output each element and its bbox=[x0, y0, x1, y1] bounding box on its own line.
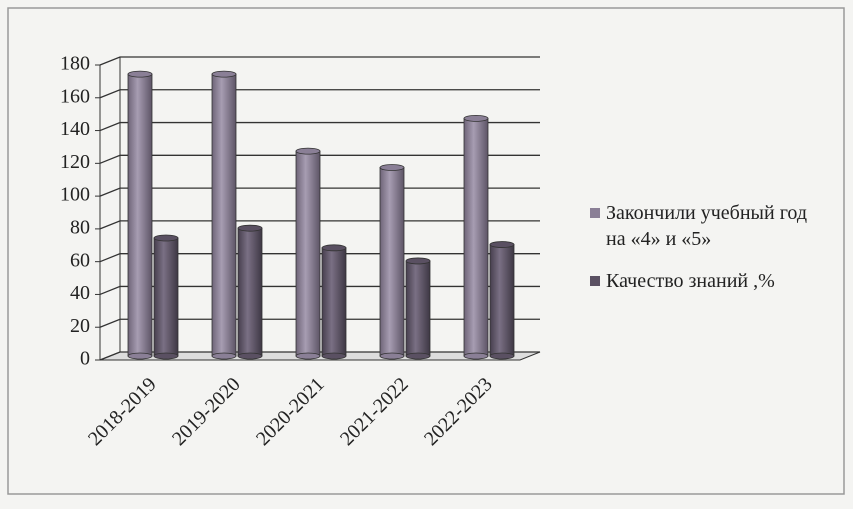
y-tick-label: 100 bbox=[60, 184, 90, 206]
bar bbox=[321, 247, 347, 357]
y-tick-label: 60 bbox=[70, 249, 90, 271]
x-tick-label: 2021-2022 bbox=[336, 373, 413, 450]
bar-base bbox=[379, 352, 405, 360]
legend-item: Качество знаний ,% bbox=[590, 268, 830, 294]
grid-line bbox=[99, 56, 540, 66]
y-tick-label: 180 bbox=[60, 53, 90, 75]
bar-base bbox=[321, 352, 347, 360]
y-tick-label: 0 bbox=[80, 348, 90, 370]
bar bbox=[463, 117, 489, 357]
bar-cap bbox=[463, 114, 489, 122]
x-tick-label: 2018-2019 bbox=[84, 373, 161, 450]
y-tick-label: 140 bbox=[60, 118, 90, 140]
bar-base bbox=[237, 352, 263, 360]
legend-item: Закончили учебный год на «4» и «5» bbox=[590, 200, 830, 252]
bar-base bbox=[405, 352, 431, 360]
bar bbox=[405, 260, 431, 357]
y-tick-label: 40 bbox=[70, 282, 90, 304]
bar bbox=[127, 73, 153, 357]
bar bbox=[237, 227, 263, 357]
bar-cap bbox=[321, 244, 347, 252]
bar-cap bbox=[489, 241, 515, 248]
bar-cap bbox=[379, 164, 405, 171]
bar-base bbox=[463, 352, 489, 360]
bar-base bbox=[211, 352, 237, 360]
grid-line bbox=[99, 89, 540, 99]
legend-swatch bbox=[590, 208, 600, 218]
legend-label: Закончили учебный год на «4» и «5» bbox=[606, 202, 808, 250]
y-tick-label: 160 bbox=[60, 85, 90, 107]
bar-cap bbox=[127, 70, 153, 78]
legend-label: Качество знаний ,% bbox=[606, 270, 775, 292]
y-tick-label: 20 bbox=[70, 315, 90, 337]
x-tick-label: 2022-2023 bbox=[420, 373, 497, 450]
bar-base bbox=[295, 352, 321, 360]
bar-base bbox=[489, 352, 515, 360]
grid-line bbox=[99, 121, 540, 132]
bar-cap bbox=[237, 224, 263, 232]
bar bbox=[153, 237, 179, 357]
bar bbox=[489, 244, 515, 357]
bar-cap bbox=[211, 70, 237, 78]
x-tick-label: 2020-2021 bbox=[252, 373, 329, 450]
legend: Закончили учебный год на «4» и «5» Качест… bbox=[590, 200, 830, 310]
bar-cap bbox=[295, 147, 321, 155]
bar bbox=[295, 150, 321, 357]
chart-frame bbox=[7, 7, 845, 495]
bar-base bbox=[153, 352, 179, 360]
bar-cap bbox=[153, 234, 179, 242]
legend-swatch bbox=[590, 276, 600, 286]
x-tick-label: 2019-2020 bbox=[168, 373, 245, 450]
y-tick-label: 80 bbox=[70, 216, 90, 238]
bar bbox=[211, 73, 237, 357]
bar bbox=[379, 167, 405, 357]
y-tick-label: 120 bbox=[60, 151, 90, 173]
bar-cap bbox=[405, 257, 431, 265]
bar-base bbox=[127, 352, 153, 360]
grid-line bbox=[99, 154, 540, 164]
